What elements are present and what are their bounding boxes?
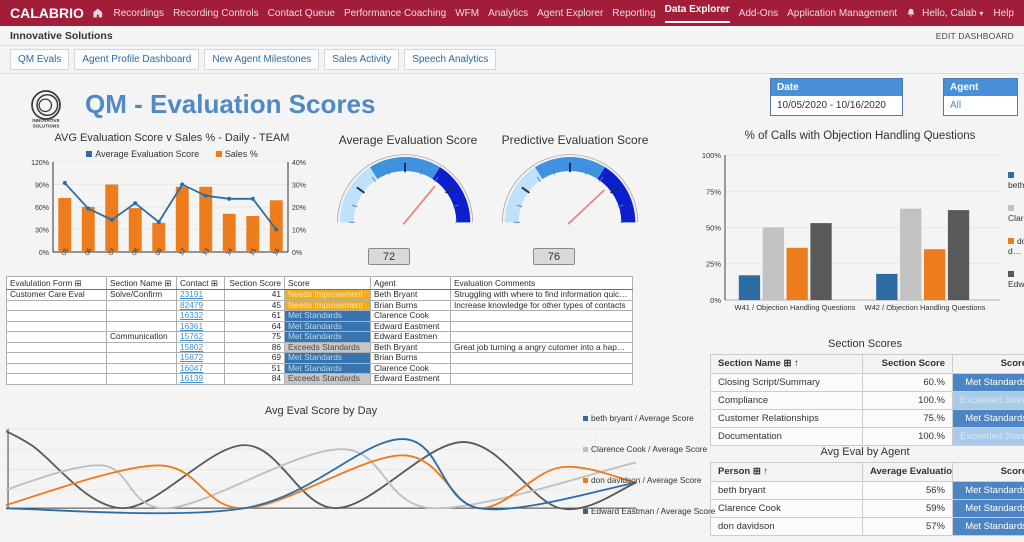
svg-text:75%: 75% [706, 188, 721, 197]
svg-text:W42 / Objection Handling Quest: W42 / Objection Handling Questions [865, 303, 986, 312]
svg-text:0%: 0% [39, 250, 49, 257]
svg-text:INNOVATIVE: INNOVATIVE [32, 118, 59, 123]
svg-text:60%: 60% [35, 205, 49, 212]
svg-text:0%: 0% [710, 296, 721, 305]
svg-text:SOLUTIONS: SOLUTIONS [33, 123, 60, 128]
svg-text:120%: 120% [31, 160, 49, 167]
svg-text:90%: 90% [35, 183, 49, 190]
svg-text:20%: 20% [292, 205, 306, 212]
svg-text:100%: 100% [702, 151, 722, 160]
svg-text:25%: 25% [706, 260, 721, 269]
svg-text:W41 / Objection Handling Quest: W41 / Objection Handling Questions [735, 303, 856, 312]
svg-text:30%: 30% [35, 228, 49, 235]
svg-text:40%: 40% [292, 160, 306, 167]
svg-text:30%: 30% [292, 183, 306, 190]
svg-text:10%: 10% [292, 228, 306, 235]
svg-text:50%: 50% [706, 224, 721, 233]
svg-text:0%: 0% [292, 250, 302, 257]
